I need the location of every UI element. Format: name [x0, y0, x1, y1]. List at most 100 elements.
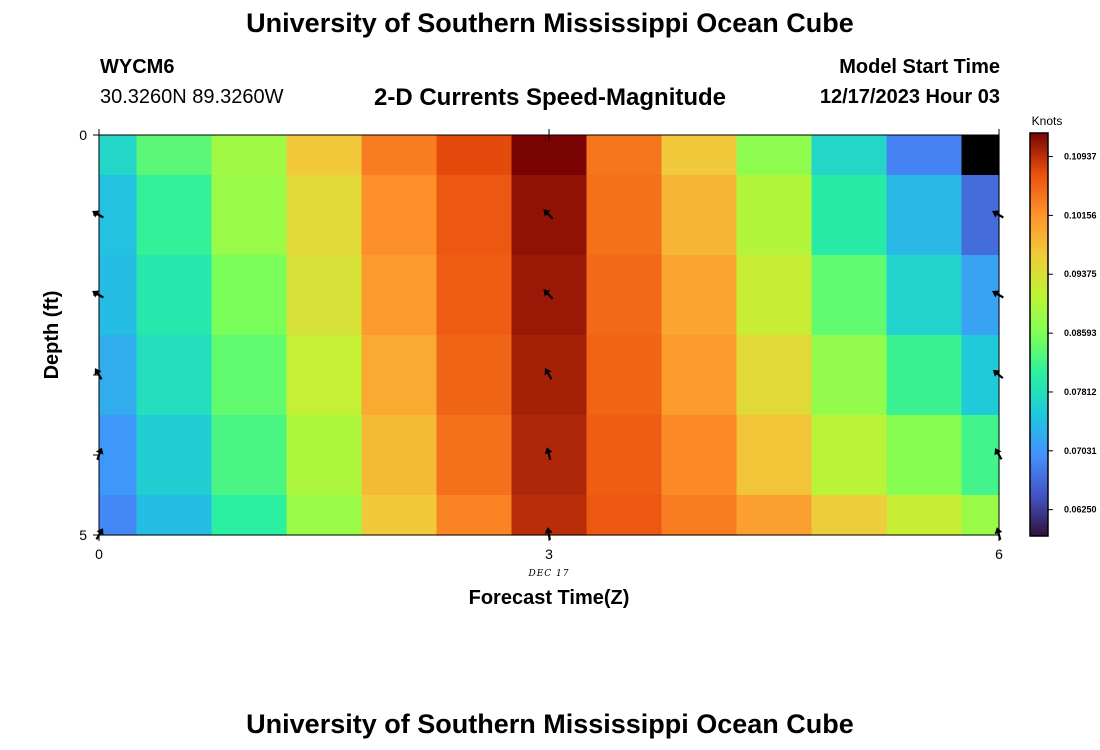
heatmap-cell — [736, 175, 813, 256]
x-axis-title: Forecast Time(Z) — [469, 587, 630, 609]
heatmap-cell — [886, 335, 963, 416]
current-vector — [543, 289, 554, 300]
colorbar-scale — [1029, 132, 1049, 537]
x-tick-label: 0 — [95, 546, 103, 562]
heatmap-cell — [811, 135, 888, 176]
heatmap-cell — [961, 415, 1000, 496]
y-tick-label: 5 — [79, 527, 87, 543]
heatmap-cell — [436, 335, 513, 416]
heatmap-cell — [661, 255, 738, 336]
heatmap-cell — [99, 415, 138, 496]
heatmap-cell — [361, 255, 438, 336]
heatmap-cell — [661, 175, 738, 256]
heatmap-cell — [211, 255, 288, 336]
heatmap-cell — [286, 335, 363, 416]
heatmap-cell — [436, 415, 513, 496]
heatmap-cell — [886, 175, 963, 256]
heatmap-cell — [286, 135, 363, 176]
station-id: WYCM6 — [100, 56, 175, 78]
heatmap-cell — [286, 415, 363, 496]
x-tick-label: 6 — [995, 546, 1003, 562]
heatmap-cell — [961, 135, 1000, 176]
heatmap-cell — [736, 415, 813, 496]
y-tick-label: 0 — [79, 127, 87, 143]
current-vector — [544, 447, 553, 461]
heatmap-cell — [136, 175, 213, 256]
heatmap-cell — [361, 415, 438, 496]
heatmap-cell — [511, 495, 588, 536]
heatmap-cell — [736, 495, 813, 536]
model-start-value: 12/17/2023 Hour 03 — [819, 86, 1000, 108]
heatmap-cell — [99, 495, 138, 536]
current-vector — [543, 209, 554, 220]
heatmap-cell — [436, 135, 513, 176]
colorbar-tick-label: 0.10937 — [1064, 152, 1097, 162]
heatmap-cell — [136, 255, 213, 336]
heatmap-cell — [586, 415, 663, 496]
heatmap-cell — [886, 135, 963, 176]
heatmap-cell — [736, 255, 813, 336]
heatmap-cell — [136, 335, 213, 416]
heatmap-cell — [136, 135, 213, 176]
heatmap-cell — [99, 135, 138, 176]
heatmap-cell — [99, 255, 138, 336]
heatmap-cell — [736, 335, 813, 416]
heatmap-cells — [99, 135, 1000, 536]
heatmap-cell — [436, 255, 513, 336]
colorbar-tick-label: 0.07031 — [1064, 446, 1097, 456]
current-vector — [544, 368, 553, 380]
colorbar-tick-label: 0.06250 — [1064, 505, 1097, 515]
model-start-label: Model Start Time — [839, 56, 1000, 78]
x-tick-label: 3 — [545, 546, 553, 562]
heatmap-cell — [811, 495, 888, 536]
heatmap-cell — [211, 495, 288, 536]
heatmap-cell — [811, 335, 888, 416]
heatmap-cell — [99, 335, 138, 416]
heatmap-cell — [886, 415, 963, 496]
y-axis-title: Depth (ft) — [41, 291, 63, 380]
colorbar-tick-label: 0.07812 — [1064, 387, 1097, 397]
station-coordinates: 30.3260N 89.3260W — [100, 86, 284, 108]
footer-title: University of Southern Mississippi Ocean… — [246, 709, 854, 739]
heatmap-cell — [961, 495, 1000, 536]
heatmap-cell — [736, 135, 813, 176]
heatmap-cell — [811, 175, 888, 256]
colorbar-tick-label: 0.08593 — [1064, 328, 1097, 338]
heatmap-cell — [886, 495, 963, 536]
heatmap-cell — [586, 135, 663, 176]
colorbar-tick-label: 0.10156 — [1064, 210, 1097, 220]
heatmap-cell — [436, 175, 513, 256]
heatmap-cell — [661, 495, 738, 536]
heatmap-cell — [286, 495, 363, 536]
heatmap-cell — [286, 175, 363, 256]
heatmap-cell — [136, 495, 213, 536]
colorbar: Knots 0.06250 0.07031 0.07812 0.08593 0.0937… — [1029, 114, 1097, 537]
heatmap-cell — [211, 135, 288, 176]
heatmap-cell — [961, 255, 1000, 336]
heatmap-cell — [961, 175, 1000, 256]
heatmap-cell — [211, 335, 288, 416]
heatmap-cell — [136, 415, 213, 496]
page-title: University of Southern Mississippi Ocean… — [246, 8, 854, 38]
heatmap-cell — [811, 255, 888, 336]
y-axis: 05 — [79, 127, 99, 543]
heatmap-cell — [211, 175, 288, 256]
colorbar-tick-label: 0.09375 — [1064, 269, 1097, 279]
heatmap-cell — [886, 255, 963, 336]
chart-subtitle: 2-D Currents Speed-Magnitude — [373, 84, 727, 111]
heatmap-cell — [99, 175, 138, 256]
heatmap-cell — [586, 175, 663, 256]
heatmap-cell — [811, 415, 888, 496]
heatmap-cell — [586, 335, 663, 416]
heatmap-cell — [661, 415, 738, 496]
x-date-label: DEC 17 — [528, 569, 570, 579]
heatmap-cell — [286, 255, 363, 336]
heatmap-cell — [436, 495, 513, 536]
heatmap-cell — [586, 255, 663, 336]
heatmap-cell — [661, 135, 738, 176]
heatmap-cell — [211, 415, 288, 496]
heatmap-cell — [361, 135, 438, 176]
heatmap-cell — [361, 175, 438, 256]
heatmap-cell — [361, 335, 438, 416]
heatmap-cell — [511, 135, 588, 176]
